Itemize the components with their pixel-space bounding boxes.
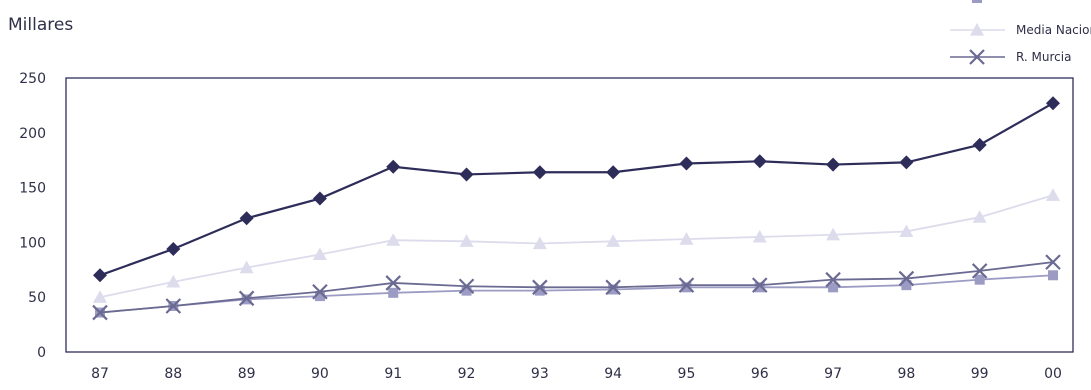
- data-point: [1048, 270, 1058, 281]
- x-tick-label: 97: [824, 366, 842, 382]
- series-line: [99, 102, 1054, 277]
- data-point: [314, 291, 325, 302]
- data-point: [388, 287, 399, 298]
- data-point: [312, 191, 327, 206]
- y-tick-label: 250: [19, 71, 46, 87]
- y-tick-label: 150: [19, 181, 46, 197]
- x-tick-label: 87: [91, 366, 109, 382]
- data-point: [386, 233, 401, 246]
- data-point: [1046, 96, 1060, 111]
- x-tick-label: 91: [384, 366, 402, 382]
- legend-label: Media Nacional: [1016, 23, 1091, 37]
- data-point: [754, 282, 765, 293]
- x-tick-label: 93: [531, 366, 549, 382]
- series-diamond: [93, 96, 1060, 283]
- data-point: [385, 275, 402, 291]
- y-axis-label: Millares: [8, 15, 73, 35]
- y-axis-ticks: 0 50 100 150 200 250: [19, 71, 46, 361]
- data-point: [974, 274, 985, 285]
- data-point: [386, 159, 401, 174]
- data-point: [165, 298, 182, 314]
- data-point: [681, 282, 692, 293]
- data-point: [93, 268, 107, 283]
- data-point: [752, 229, 767, 243]
- data-point: [898, 270, 915, 287]
- x-tick-label: 92: [458, 366, 476, 382]
- data-point: [532, 279, 548, 296]
- data-point: [971, 263, 988, 279]
- data-point: [532, 165, 547, 180]
- y-tick-label: 50: [28, 290, 46, 306]
- y-tick-label: 200: [19, 126, 46, 142]
- data-point: [678, 277, 695, 293]
- y-tick-label: 0: [37, 345, 46, 361]
- legend-marker: [969, 49, 985, 65]
- data-point: [972, 137, 987, 152]
- x-tick-label: 89: [238, 366, 256, 382]
- data-point: [312, 283, 328, 300]
- series-layer: [92, 96, 1061, 321]
- data-point: [752, 154, 767, 169]
- data-point: [461, 285, 472, 296]
- x-tick-label: 96: [751, 366, 769, 382]
- legend-marker: [972, 0, 982, 3]
- data-point: [826, 157, 841, 172]
- data-point: [899, 224, 914, 238]
- x-tick-label: 88: [164, 366, 182, 382]
- legend-marker: [970, 23, 984, 36]
- data-point: [606, 234, 621, 247]
- y-tick-label: 100: [19, 235, 46, 251]
- data-point: [679, 232, 694, 245]
- legend: Media Nacional R. Murcia: [950, 0, 1091, 65]
- data-point: [166, 241, 181, 256]
- data-point: [166, 274, 181, 288]
- series-line: [99, 274, 1054, 314]
- data-point: [826, 227, 841, 241]
- data-point: [972, 210, 987, 223]
- x-tick-label: 98: [897, 366, 915, 382]
- series-line: [99, 261, 1054, 314]
- data-point: [1045, 254, 1061, 270]
- data-point: [238, 290, 255, 307]
- data-point: [532, 236, 547, 250]
- data-point: [534, 285, 545, 296]
- legend-entry: R. Murcia: [950, 49, 1071, 65]
- x-tick-label: 00: [1044, 366, 1062, 382]
- data-point: [901, 280, 912, 291]
- legend-entry: [972, 0, 982, 3]
- plot-area-frame: [65, 77, 1074, 353]
- data-point: [459, 167, 474, 182]
- x-tick-label: 94: [604, 366, 622, 382]
- data-point: [239, 211, 254, 226]
- data-point: [93, 290, 107, 303]
- legend-entry: Media Nacional: [950, 23, 1091, 37]
- data-point: [606, 165, 621, 180]
- data-point: [459, 234, 474, 247]
- data-point: [825, 271, 841, 288]
- data-point: [605, 279, 621, 296]
- data-point: [458, 278, 475, 295]
- data-point: [92, 304, 108, 321]
- x-axis-ticks: 87 88 89 90 91 92 93 94 95 96 97 98 99 00: [91, 366, 1062, 382]
- series-line: [99, 194, 1054, 299]
- series-x: [92, 254, 1061, 321]
- data-point: [899, 155, 914, 170]
- legend-label: R. Murcia: [1016, 50, 1071, 64]
- series-triangle: [93, 188, 1060, 303]
- data-point: [751, 277, 768, 293]
- x-tick-label: 90: [311, 366, 329, 382]
- data-point: [608, 284, 619, 295]
- x-tick-label: 95: [678, 366, 696, 382]
- data-point: [828, 282, 839, 293]
- x-tick-label: 99: [971, 366, 989, 382]
- data-point: [1046, 188, 1060, 201]
- data-point: [679, 156, 694, 171]
- data-point: [312, 247, 327, 261]
- data-point: [239, 260, 254, 274]
